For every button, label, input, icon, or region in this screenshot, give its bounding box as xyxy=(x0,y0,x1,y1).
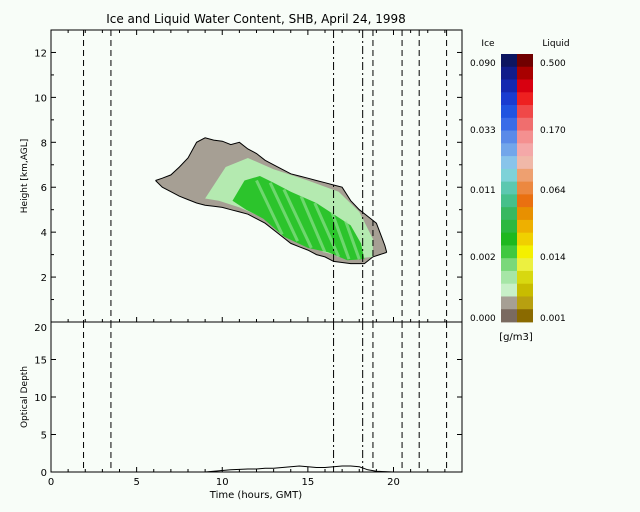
colorbar-liquid-swatch xyxy=(517,207,533,221)
colorbar-ice-swatch xyxy=(501,245,517,259)
colorbar-ice-swatch xyxy=(501,143,517,157)
colorbar: Ice Liquid 0.090 0.033 0.011 0.002 0.000 0.50… xyxy=(470,39,570,343)
colorbar-ice-swatch xyxy=(501,105,517,119)
cloud-field xyxy=(155,137,388,265)
colorbar-labels: 0.090 0.033 0.011 0.002 0.000 0.500 0.170 0.064… xyxy=(470,59,566,324)
colorbar-ice-swatch xyxy=(501,181,517,195)
colorbar-ice-swatch xyxy=(501,219,517,234)
optical-depth-tick-label: 20 xyxy=(34,323,47,334)
colorbar-liquid-swatch xyxy=(517,117,533,131)
optical-depth-tick-label: 15 xyxy=(34,356,47,367)
time-tick-label: 0 xyxy=(48,477,54,488)
colorbar-unit: [g/m3] xyxy=(499,332,533,343)
colorbar-liquid-swatch xyxy=(517,105,533,119)
colorbar-ice-swatch xyxy=(501,296,517,310)
colorbar-ice-swatch xyxy=(501,92,517,106)
optical-depth-tick-label: 0 xyxy=(41,468,47,479)
colorbar-liquid-swatch xyxy=(517,130,533,144)
colorbar-ice-label: 0.002 xyxy=(470,253,496,263)
colorbar-ice-swatch xyxy=(501,232,517,246)
colorbar-liquid-label: 0.170 xyxy=(540,126,566,136)
colorbar-ice-swatch xyxy=(501,270,517,285)
optical-depth-panel: 0 5 10 15 20 0 5 10 15 20 Optical Depth Time (hou… xyxy=(20,321,463,501)
x-axis-label: Time (hours, GMT) xyxy=(209,490,303,501)
colorbar-ice-swatch xyxy=(501,54,517,68)
colorbar-ice-title: Ice xyxy=(481,39,495,49)
cloud-texture-streak xyxy=(344,220,361,260)
cloud-texture-streak xyxy=(299,195,327,253)
cloud-texture-streak xyxy=(268,182,299,242)
bottom-axis-ticks: 0 5 10 15 20 0 5 10 15 20 xyxy=(34,321,462,488)
colorbar-ice-label: 0.033 xyxy=(470,126,496,136)
height-tick-label: 10 xyxy=(34,93,47,104)
cloud-base-outline xyxy=(155,180,387,265)
cloud-panel: 2 4 6 8 10 12 Height [km,AGL] xyxy=(20,29,463,323)
colorbar-liquid-swatch xyxy=(517,92,533,106)
colorbar-ice-swatch xyxy=(501,117,517,131)
time-tick-label: 5 xyxy=(133,477,139,488)
optical-depth-line xyxy=(51,465,462,473)
colorbar-ice-swatch xyxy=(501,258,517,272)
time-tick-label: 15 xyxy=(302,477,315,488)
height-tick-label: 8 xyxy=(41,138,47,149)
colorbar-liquid-swatch xyxy=(517,79,533,93)
colorbar-liquid-swatch xyxy=(517,66,533,80)
colorbar-liquid-strip xyxy=(517,54,533,323)
cloud-top-outline xyxy=(155,137,388,253)
event-lines xyxy=(83,30,448,322)
time-tick-label: 20 xyxy=(387,477,400,488)
colorbar-liquid-swatch xyxy=(517,168,533,183)
colorbar-ice-swatch xyxy=(501,156,517,170)
height-tick-label: 4 xyxy=(41,228,47,239)
colorbar-ice-swatch xyxy=(501,309,517,323)
height-tick-label: 2 xyxy=(41,273,47,284)
optical-depth-axis-label: Optical Depth xyxy=(20,366,30,428)
optical-depth-tick-label: 5 xyxy=(41,431,47,442)
event-lines xyxy=(83,322,448,472)
colorbar-ice-label: 0.000 xyxy=(470,314,496,324)
colorbar-liquid-swatch xyxy=(517,258,533,272)
colorbar-liquid-swatch xyxy=(517,194,533,208)
cloud-texture-streak xyxy=(255,179,284,236)
colorbar-ice-strip xyxy=(501,54,517,323)
chart-title: Ice and Liquid Water Content, SHB, April… xyxy=(106,12,406,26)
optical-depth-tick-label: 10 xyxy=(34,393,47,404)
colorbar-liquid-swatch xyxy=(517,156,533,170)
colorbar-liquid-title: Liquid xyxy=(542,39,569,49)
colorbar-ice-swatch xyxy=(501,283,517,297)
height-axis-label: Height [km,AGL] xyxy=(20,139,30,213)
colorbar-liquid-label: 0.014 xyxy=(540,253,566,263)
colorbar-liquid-swatch xyxy=(517,232,533,246)
colorbar-liquid-swatch xyxy=(517,143,533,157)
optical-depth-series xyxy=(51,465,462,473)
colorbar-liquid-swatch xyxy=(517,283,533,297)
cloud-texture-streak xyxy=(313,202,341,258)
cloud-texture-streak xyxy=(330,211,351,260)
colorbar-ice-swatch xyxy=(501,79,517,93)
height-tick-label: 12 xyxy=(34,48,47,59)
colorbar-ice-swatch xyxy=(501,66,517,80)
colorbar-ice-swatch xyxy=(501,168,517,183)
colorbar-liquid-label: 0.064 xyxy=(540,186,566,196)
colorbar-liquid-swatch xyxy=(517,296,533,310)
colorbar-liquid-swatch xyxy=(517,245,533,259)
colorbar-liquid-swatch xyxy=(517,181,533,195)
cloud-texture-streak xyxy=(282,188,313,249)
colorbar-ice-label: 0.011 xyxy=(470,186,496,196)
colorbar-ice-swatch xyxy=(501,194,517,208)
colorbar-liquid-swatch xyxy=(517,54,533,68)
optical-depth-panel-frame xyxy=(50,321,463,473)
colorbar-liquid-swatch xyxy=(517,219,533,234)
colorbar-liquid-swatch xyxy=(517,309,533,323)
colorbar-ice-swatch xyxy=(501,207,517,221)
colorbar-liquid-label: 0.500 xyxy=(540,59,566,69)
colorbar-ice-label: 0.090 xyxy=(470,59,496,69)
height-tick-label: 6 xyxy=(41,183,47,194)
colorbar-liquid-label: 0.001 xyxy=(540,314,566,324)
time-tick-label: 10 xyxy=(216,477,229,488)
colorbar-liquid-swatch xyxy=(517,270,533,285)
colorbar-ice-swatch xyxy=(501,130,517,144)
